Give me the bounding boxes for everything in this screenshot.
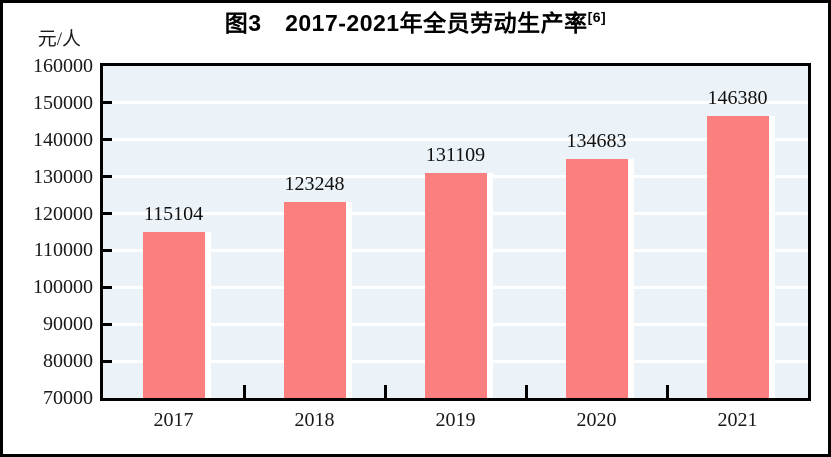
- bar-value-label: 115104: [143, 202, 204, 225]
- x-tick: [383, 385, 387, 398]
- y-tick: [103, 138, 112, 142]
- bar: [424, 172, 487, 398]
- title-superscript: [6]: [587, 9, 607, 25]
- bar: [283, 201, 346, 398]
- y-tick-label: 160000: [33, 55, 93, 77]
- y-tick-label: 150000: [33, 91, 93, 114]
- x-category-label: 2017: [153, 409, 194, 431]
- chart-title-text: 图3 2017-2021年全员劳动生产率: [224, 10, 588, 36]
- bar-value-label: 131109: [425, 143, 486, 166]
- bar-value-label: 146380: [707, 87, 768, 110]
- y-tick-label: 80000: [43, 350, 93, 373]
- x-tick: [524, 385, 528, 398]
- bar-value-label: 134683: [566, 130, 627, 153]
- x-category-label: 2020: [576, 409, 617, 431]
- plot-area: 160000 150000 140000 130000 120000 110000 1000…: [33, 55, 811, 431]
- y-tick: [103, 101, 112, 105]
- y-tick: [103, 212, 112, 216]
- x-category-label: 2019: [435, 409, 476, 431]
- y-tick-label: 70000: [43, 387, 93, 409]
- bar: [142, 231, 205, 398]
- bar: [706, 116, 769, 398]
- chart-title: 图3 2017-2021年全员劳动生产率[6]: [3, 8, 828, 38]
- y-tick: [103, 248, 112, 252]
- y-tick: [103, 359, 112, 363]
- x-tick: [665, 385, 669, 398]
- y-tick-label: 140000: [33, 128, 93, 151]
- x-category-label: 2018: [294, 409, 335, 431]
- x-tick: [242, 385, 246, 398]
- gridline: [103, 101, 808, 105]
- y-tick-label: 120000: [33, 202, 93, 225]
- bar: [565, 159, 628, 398]
- y-tick: [103, 175, 112, 179]
- y-tick-label: 130000: [33, 165, 93, 188]
- y-tick-label: 90000: [43, 313, 93, 336]
- y-tick: [103, 322, 112, 326]
- y-tick-label: 100000: [33, 276, 93, 299]
- x-category-label: 2021: [717, 409, 758, 431]
- y-tick-label: 110000: [33, 239, 93, 262]
- bar-value-label: 123248: [284, 172, 345, 195]
- y-tick: [103, 285, 112, 289]
- gridline: [103, 138, 808, 142]
- y-axis-unit-label: 元/人: [37, 29, 81, 50]
